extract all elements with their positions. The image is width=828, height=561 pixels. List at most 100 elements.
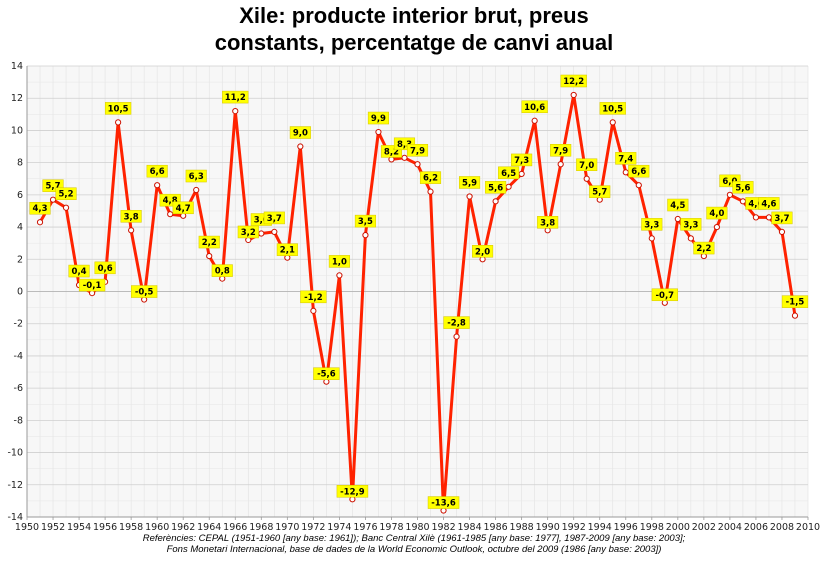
data-label-text: 0,4 — [72, 267, 87, 277]
data-point — [674, 215, 681, 223]
data-point — [427, 188, 434, 195]
data-label-box — [511, 153, 533, 167]
data-point — [62, 204, 70, 211]
data-label-box — [521, 100, 548, 114]
data-label-box — [336, 485, 369, 498]
data-label-box — [628, 164, 650, 178]
data-label: 3,3 — [641, 218, 663, 231]
data-label-text: 3,3 — [644, 220, 659, 230]
data-label-text: 6,2 — [423, 174, 438, 184]
x-tick-label: 1950 — [15, 522, 39, 533]
data-label-box — [276, 243, 298, 256]
data-label-text: 3,7 — [774, 214, 789, 224]
data-label-text: 0,6 — [98, 264, 113, 274]
data-point — [791, 312, 799, 319]
data-label-box — [104, 102, 132, 115]
data-label-text: 7,0 — [579, 161, 594, 171]
data-label-text: 6,5 — [501, 169, 516, 179]
x-tick-label: 1976 — [353, 522, 377, 533]
y-tick-label: -2 — [14, 319, 23, 330]
data-label-box — [427, 496, 460, 509]
data-label-box — [68, 264, 90, 278]
data-label: 7,9 — [406, 144, 429, 157]
data-label-box — [29, 201, 51, 215]
data-label-box — [237, 225, 259, 239]
data-label: 6,6 — [146, 164, 168, 178]
x-tick-label: 1992 — [562, 522, 586, 533]
y-tick-label: 2 — [17, 254, 23, 265]
data-point — [505, 183, 512, 190]
chart-title-line-2: constants, percentatge de canvi anual — [214, 30, 614, 55]
data-point — [570, 91, 577, 99]
data-label-box — [680, 218, 702, 231]
data-label: 4,7 — [172, 201, 194, 215]
y-tick-label: 10 — [11, 125, 23, 136]
data-label: 3,8 — [537, 216, 559, 229]
data-label: -2,8 — [443, 316, 470, 329]
data-label-box — [222, 90, 249, 104]
source-line-1: Referències: CEPAL (1951-1960 [any base:… — [142, 533, 686, 544]
data-label: 0,6 — [94, 261, 116, 275]
y-tick-label: -4 — [14, 351, 23, 362]
data-label-text: 5,2 — [59, 190, 74, 200]
data-label-text: 3,5 — [358, 217, 373, 227]
x-tick-label: 2004 — [718, 522, 742, 533]
data-label-box — [693, 241, 715, 255]
data-label: 4,3 — [29, 201, 51, 215]
x-tick-label: 1962 — [171, 522, 195, 533]
data-label: 3,7 — [263, 211, 285, 225]
data-label-text: 10,5 — [602, 104, 623, 114]
data-label-text: 8,2 — [384, 147, 399, 157]
x-tick-label: 1956 — [93, 522, 117, 533]
data-label-text: 10,6 — [524, 103, 545, 113]
data-label: 1,0 — [328, 255, 350, 268]
data-label: 7,4 — [615, 152, 637, 165]
x-tick-label: 1968 — [249, 522, 273, 533]
axes: -14 -12 -10 -8 -6 -4 -2 0 2 4 6 8 10 12 14 1950 1952 1954… — [7, 61, 820, 533]
data-point — [206, 252, 213, 260]
data-point — [557, 161, 564, 168]
y-tick-label: -10 — [7, 448, 23, 459]
data-label-box — [641, 218, 663, 231]
data-label: 3,5 — [354, 214, 376, 228]
chart-title-line-1: Xile: producte interior brut, preus — [239, 3, 589, 28]
x-tick-label: 1952 — [41, 522, 65, 533]
data-label-text: -0,7 — [656, 291, 675, 301]
data-label-text: 9,9 — [371, 114, 386, 124]
data-label-text: 6,3 — [189, 172, 204, 182]
data-label-box — [146, 164, 168, 178]
data-label-text: 12,2 — [563, 77, 584, 87]
y-tick-label: 6 — [17, 190, 23, 201]
data-label-box — [589, 185, 611, 198]
data-point — [765, 214, 773, 221]
data-label-box — [94, 261, 116, 275]
data-label: 3,2 — [237, 225, 259, 239]
data-label: 10,5 — [104, 102, 132, 115]
data-label-text: -1,2 — [304, 293, 323, 303]
data-point — [414, 161, 421, 168]
data-label: 5,2 — [55, 187, 77, 200]
data-label: 3,3 — [680, 218, 702, 231]
data-label-box — [537, 216, 559, 229]
data-label-text: 4,7 — [176, 204, 191, 214]
data-label: 7,3 — [511, 153, 533, 167]
data-label-text: 4,8 — [163, 196, 178, 206]
data-point — [687, 235, 694, 242]
data-label-text: -12,9 — [340, 487, 365, 497]
data-label: 0,8 — [211, 264, 233, 277]
data-label: 10,5 — [599, 102, 626, 115]
data-label-text: 4,6 — [748, 199, 763, 209]
data-label-box — [472, 245, 494, 258]
y-tick-label: 12 — [11, 93, 23, 104]
x-tick-label: 2006 — [744, 522, 768, 533]
data-label: 3,7 — [771, 211, 793, 225]
data-label-box — [758, 197, 780, 210]
data-label: -0,7 — [651, 288, 678, 302]
data-label-box — [498, 166, 520, 180]
data-label-text: 7,9 — [410, 146, 425, 156]
x-tick-label: 1958 — [119, 522, 143, 533]
data-label-text: 2,2 — [696, 244, 711, 254]
data-label: 2,2 — [693, 241, 715, 255]
x-tick-label: 1954 — [67, 522, 91, 533]
data-label: 4,0 — [706, 206, 728, 220]
